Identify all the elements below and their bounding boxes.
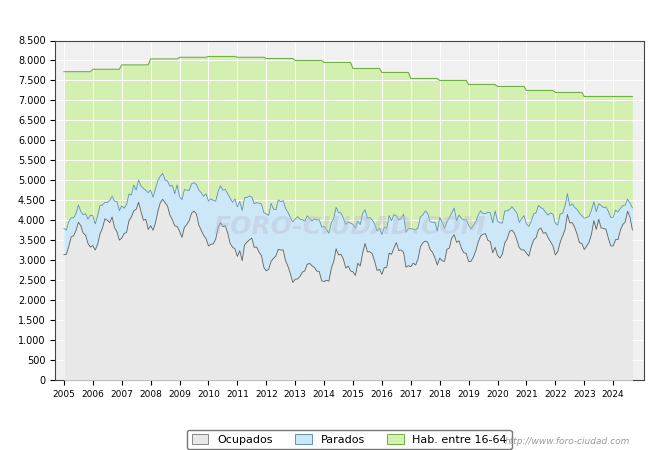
Text: FORO-CIUDAD.COM: FORO-CIUDAD.COM: [213, 216, 486, 239]
Text: Utiel - Evolucion de la poblacion en edad de Trabajar Septiembre de 2024: Utiel - Evolucion de la poblacion en eda…: [79, 14, 571, 27]
Legend: Ocupados, Parados, Hab. entre 16-64: Ocupados, Parados, Hab. entre 16-64: [187, 430, 512, 450]
Text: http://www.foro-ciudad.com: http://www.foro-ciudad.com: [505, 436, 630, 446]
